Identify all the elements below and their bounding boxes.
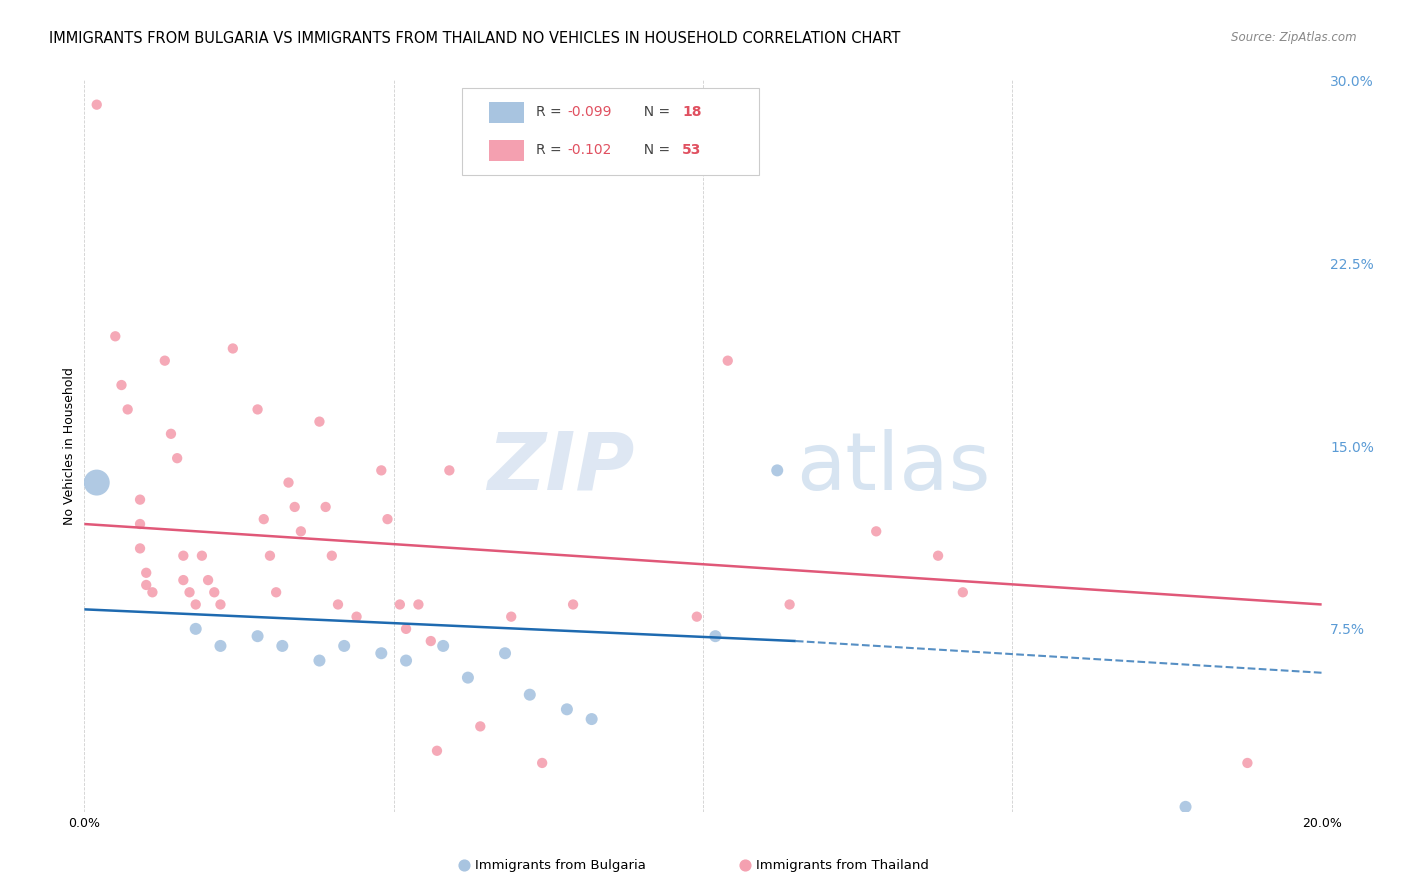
Point — [470, 719, 492, 733]
Point — [704, 629, 727, 643]
Point — [439, 463, 461, 477]
Point — [246, 402, 269, 417]
Point — [370, 463, 392, 477]
Point — [395, 622, 418, 636]
Point — [377, 512, 399, 526]
Point — [426, 744, 449, 758]
Point — [202, 585, 225, 599]
Point — [457, 671, 479, 685]
Point — [321, 549, 343, 563]
Point — [531, 756, 554, 770]
Point — [253, 512, 276, 526]
Point — [501, 609, 523, 624]
Point — [717, 353, 740, 368]
Point — [141, 585, 163, 599]
Point — [110, 378, 132, 392]
Point — [184, 598, 207, 612]
Point — [370, 646, 392, 660]
Point — [284, 500, 307, 514]
Point — [209, 598, 232, 612]
Text: R =: R = — [536, 105, 567, 120]
Point — [271, 639, 294, 653]
Point — [308, 415, 330, 429]
Point — [153, 353, 176, 368]
Point — [419, 634, 441, 648]
Text: atlas: atlas — [796, 429, 990, 507]
Text: Immigrants from Bulgaria: Immigrants from Bulgaria — [475, 859, 647, 871]
Text: N =: N = — [636, 105, 675, 120]
Point — [129, 492, 152, 507]
Point — [135, 578, 157, 592]
FancyBboxPatch shape — [489, 103, 523, 123]
Point — [129, 541, 152, 556]
Y-axis label: No Vehicles in Household: No Vehicles in Household — [63, 368, 76, 524]
Point — [494, 646, 516, 660]
Point — [259, 549, 281, 563]
Point — [395, 654, 418, 668]
Point — [184, 622, 207, 636]
Point — [104, 329, 127, 343]
Point — [779, 598, 801, 612]
Point — [129, 516, 152, 531]
Point — [246, 629, 269, 643]
Point — [432, 639, 454, 653]
Point — [326, 598, 349, 612]
Point — [191, 549, 214, 563]
Text: ZIP: ZIP — [488, 429, 636, 507]
FancyBboxPatch shape — [489, 140, 523, 161]
Point — [86, 97, 108, 112]
Point — [209, 639, 232, 653]
Point — [927, 549, 949, 563]
Point — [865, 524, 887, 539]
Point — [277, 475, 299, 490]
Point — [197, 573, 219, 587]
Point — [952, 585, 974, 599]
Point — [308, 654, 330, 668]
Point — [562, 598, 585, 612]
Point — [315, 500, 337, 514]
Point — [135, 566, 157, 580]
Text: -0.099: -0.099 — [567, 105, 612, 120]
Point — [86, 475, 108, 490]
Text: R =: R = — [536, 144, 567, 158]
Point — [346, 609, 368, 624]
Text: -0.102: -0.102 — [567, 144, 612, 158]
Point — [686, 609, 709, 624]
Point — [1236, 756, 1258, 770]
Point — [1174, 800, 1197, 814]
Point — [766, 463, 789, 477]
Text: IMMIGRANTS FROM BULGARIA VS IMMIGRANTS FROM THAILAND NO VEHICLES IN HOUSEHOLD CO: IMMIGRANTS FROM BULGARIA VS IMMIGRANTS F… — [49, 31, 901, 46]
FancyBboxPatch shape — [461, 87, 759, 176]
Text: Source: ZipAtlas.com: Source: ZipAtlas.com — [1232, 31, 1357, 45]
Point — [117, 402, 139, 417]
Point — [222, 342, 245, 356]
Point — [519, 688, 541, 702]
Point — [388, 598, 411, 612]
Text: Immigrants from Thailand: Immigrants from Thailand — [756, 859, 929, 871]
Point — [172, 573, 194, 587]
Point — [290, 524, 312, 539]
Point — [581, 712, 603, 726]
Point — [555, 702, 578, 716]
Point — [264, 585, 287, 599]
Point — [172, 549, 194, 563]
Point — [179, 585, 201, 599]
Point — [408, 598, 430, 612]
Point — [166, 451, 188, 466]
Text: 53: 53 — [682, 144, 702, 158]
Text: 18: 18 — [682, 105, 702, 120]
Point — [333, 639, 356, 653]
Point — [160, 426, 183, 441]
Text: N =: N = — [636, 144, 675, 158]
